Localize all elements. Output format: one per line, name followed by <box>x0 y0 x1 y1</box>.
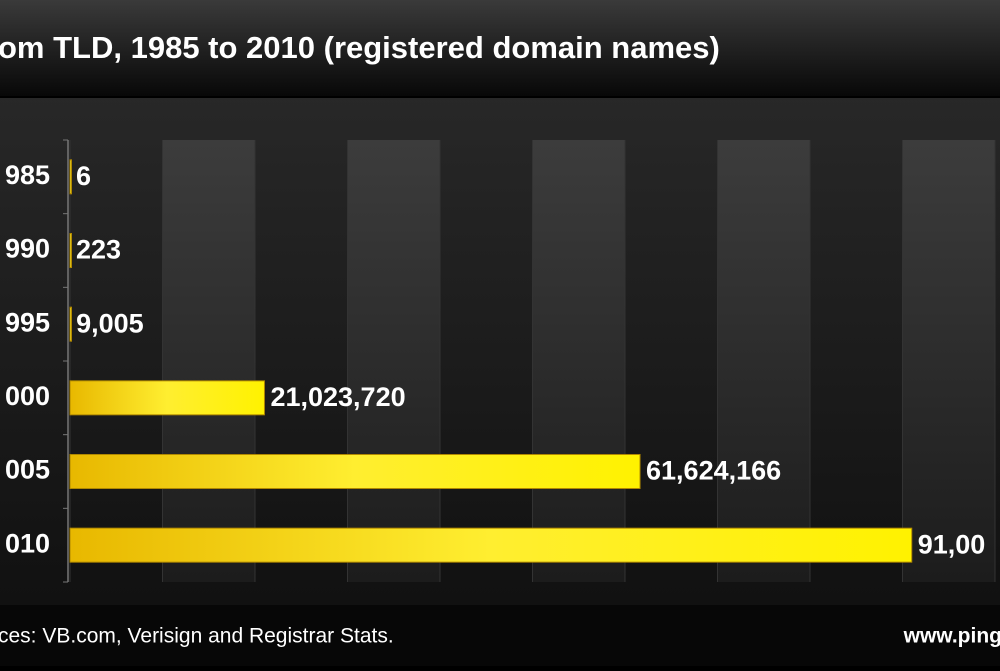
data-label: 21,023,720 <box>270 382 405 412</box>
grid-band <box>532 140 625 582</box>
data-label: 9,005 <box>76 308 144 338</box>
y-tick-label: 985 <box>5 160 50 190</box>
grid-band <box>717 140 810 582</box>
data-label: 223 <box>76 235 121 265</box>
grid-band <box>902 140 995 582</box>
footer <box>0 605 1000 666</box>
chart-title: om TLD, 1985 to 2010 (registered domain … <box>0 30 720 65</box>
plot: 985 6 990 223 995 9,005 000 21,023,720 005 61,624… <box>5 139 986 583</box>
header-border <box>0 96 1000 98</box>
grid-band <box>347 140 440 582</box>
y-tick-label: 990 <box>5 234 50 264</box>
bar <box>69 380 265 416</box>
grid-band <box>162 140 255 582</box>
bar <box>69 454 641 489</box>
y-tick-label: 000 <box>5 381 50 411</box>
y-tick-label: 995 <box>5 307 50 337</box>
y-tick-label: 005 <box>5 455 50 485</box>
bar <box>69 233 72 268</box>
bar <box>69 159 72 195</box>
y-tick-label: 010 <box>5 528 50 558</box>
data-label: 6 <box>76 161 91 191</box>
bar <box>69 306 72 342</box>
credit: www.ping <box>903 625 1000 648</box>
grid <box>69 140 996 582</box>
data-label: 61,624,166 <box>646 456 781 486</box>
data-label: 91,00 <box>918 529 986 559</box>
header <box>0 0 1000 96</box>
bar <box>69 527 913 563</box>
source: ces: VB.com, Verisign and Registrar Stat… <box>0 625 394 648</box>
